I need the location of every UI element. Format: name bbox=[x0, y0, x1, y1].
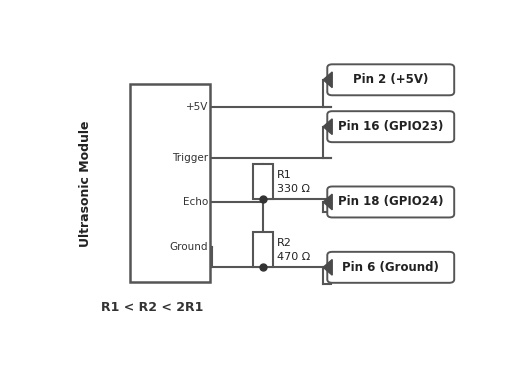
FancyBboxPatch shape bbox=[328, 64, 454, 95]
Text: Ultrasonic Module: Ultrasonic Module bbox=[80, 120, 92, 247]
Text: R1
330 Ω: R1 330 Ω bbox=[277, 170, 310, 194]
Polygon shape bbox=[323, 259, 332, 275]
FancyBboxPatch shape bbox=[328, 186, 454, 217]
Text: Pin 2 (+5V): Pin 2 (+5V) bbox=[353, 73, 428, 86]
Text: +5V: +5V bbox=[186, 102, 208, 112]
Text: Pin 6 (Ground): Pin 6 (Ground) bbox=[342, 261, 439, 274]
Text: R1 < R2 < 2R1: R1 < R2 < 2R1 bbox=[101, 301, 204, 314]
Polygon shape bbox=[323, 194, 332, 210]
Text: Echo: Echo bbox=[183, 197, 208, 207]
Text: Trigger: Trigger bbox=[172, 153, 208, 163]
FancyBboxPatch shape bbox=[328, 111, 454, 142]
FancyBboxPatch shape bbox=[328, 252, 454, 283]
Polygon shape bbox=[323, 119, 332, 134]
FancyBboxPatch shape bbox=[253, 232, 273, 267]
FancyBboxPatch shape bbox=[130, 84, 210, 282]
Text: Pin 16 (GPIO23): Pin 16 (GPIO23) bbox=[338, 120, 444, 133]
Polygon shape bbox=[323, 72, 332, 87]
Text: R2
470 Ω: R2 470 Ω bbox=[277, 238, 310, 262]
FancyBboxPatch shape bbox=[253, 163, 273, 199]
Text: Ground: Ground bbox=[170, 242, 208, 252]
Text: Pin 18 (GPIO24): Pin 18 (GPIO24) bbox=[338, 196, 444, 208]
